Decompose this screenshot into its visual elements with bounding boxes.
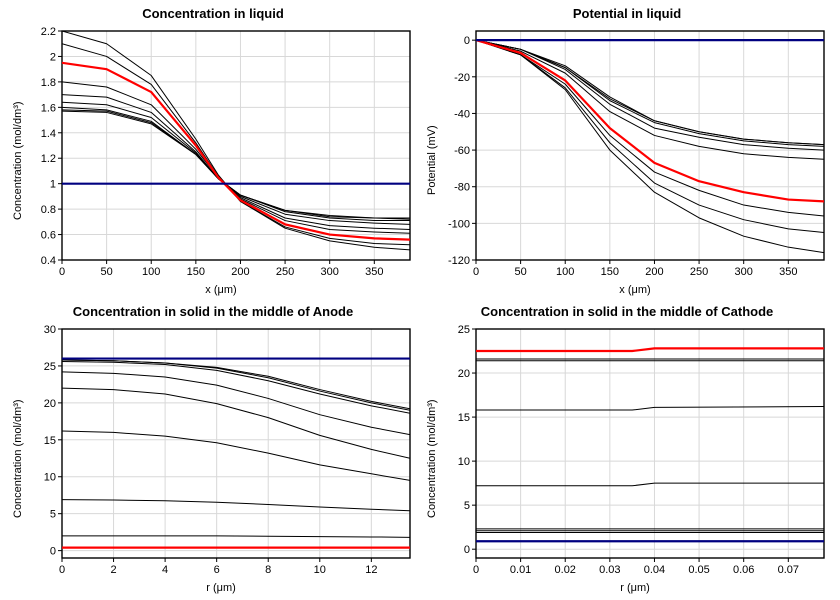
svg-text:50: 50 [100,266,112,278]
svg-text:30: 30 [44,324,56,336]
xlabel-bl: r (μm) [26,582,416,594]
svg-text:0.01: 0.01 [510,564,531,576]
chart-wrap-tl: Concentration (mol/dm³) 0 50 100 150 200 250 3… [10,25,416,296]
svg-text:0: 0 [464,35,470,47]
svg-text:2: 2 [50,51,56,63]
svg-text:150: 150 [187,266,205,278]
svg-text:-40: -40 [454,108,470,120]
svg-text:0: 0 [473,266,479,278]
svg-text:-20: -20 [454,72,470,84]
svg-text:-120: -120 [448,255,470,267]
svg-text:0.02: 0.02 [555,564,576,576]
svg-text:2.2: 2.2 [41,26,56,38]
ylabel-tr: Potential (mV) [424,25,440,296]
svg-text:1.8: 1.8 [41,77,56,89]
svg-text:0: 0 [59,564,65,576]
panel-top-left: Concentration in liquid Concentration (m… [10,6,416,296]
svg-text:0.07: 0.07 [778,564,799,576]
ylabel-tl: Concentration (mol/dm³) [10,25,26,296]
svg-text:1.4: 1.4 [41,128,56,140]
svg-text:8: 8 [265,564,271,576]
svg-text:350: 350 [779,266,797,278]
svg-text:0: 0 [59,266,65,278]
svg-text:10: 10 [458,456,470,468]
svg-text:0: 0 [464,544,470,556]
svg-text:5: 5 [464,500,470,512]
svg-text:4: 4 [162,564,168,576]
svg-text:6: 6 [214,564,220,576]
svg-text:25: 25 [44,361,56,373]
svg-text:100: 100 [556,266,574,278]
plot-br: 0 0.01 0.02 0.03 0.04 0.05 0.06 0.07 0 5 10 15 20 25 [440,323,830,580]
svg-text:0.8: 0.8 [41,204,56,216]
chart-wrap-tr: Potential (mV) 0 50 100 150 200 250 300 350 -120… [424,25,830,296]
svg-text:300: 300 [735,266,753,278]
panel-top-right: Potential in liquid Potential (mV) 0 50 10… [424,6,830,296]
xlabel-tr: x (μm) [440,284,830,296]
title-tr: Potential in liquid [573,6,681,21]
svg-text:0.6: 0.6 [41,230,56,242]
xlabel-br: r (μm) [440,582,830,594]
svg-text:15: 15 [44,435,56,447]
svg-text:250: 250 [690,266,708,278]
svg-text:300: 300 [321,266,339,278]
svg-text:100: 100 [142,266,160,278]
svg-text:-80: -80 [454,182,470,194]
svg-text:0.06: 0.06 [733,564,754,576]
title-bl: Concentration in solid in the middle of … [73,304,353,319]
svg-text:2: 2 [110,564,116,576]
svg-text:0.04: 0.04 [644,564,665,576]
chart-wrap-bl: Concentration (mol/dm³) 0 2 4 6 8 10 12 0 5 10 15 2… [10,323,416,594]
svg-text:-100: -100 [448,218,470,230]
ylabel-br: Concentration (mol/dm³) [424,323,440,594]
svg-text:150: 150 [601,266,619,278]
svg-text:20: 20 [458,368,470,380]
svg-text:0: 0 [473,564,479,576]
plot-tl: 0 50 100 150 200 250 300 350 0.4 0.6 0.8 1 1.2 1.4 1.6… [26,25,416,282]
title-tl: Concentration in liquid [142,6,284,21]
plot-bl: 0 2 4 6 8 10 12 0 5 10 15 20 25 30 [26,323,416,580]
svg-text:20: 20 [44,398,56,410]
svg-text:0.05: 0.05 [688,564,709,576]
svg-text:1: 1 [50,179,56,191]
chart-wrap-br: Concentration (mol/dm³) 0 0.01 0.02 0.03 0.0… [424,323,830,594]
chart-grid: Concentration in liquid Concentration (m… [0,0,840,600]
svg-text:50: 50 [514,266,526,278]
svg-text:10: 10 [44,472,56,484]
svg-text:5: 5 [50,509,56,521]
svg-text:350: 350 [365,266,383,278]
svg-text:0.03: 0.03 [599,564,620,576]
svg-text:15: 15 [458,412,470,424]
xlabel-tl: x (μm) [26,284,416,296]
svg-text:25: 25 [458,324,470,336]
svg-text:10: 10 [314,564,326,576]
svg-text:-60: -60 [454,145,470,157]
svg-text:200: 200 [231,266,249,278]
panel-bottom-right: Concentration in solid in the middle of … [424,304,830,594]
svg-text:200: 200 [645,266,663,278]
title-br: Concentration in solid in the middle of … [481,304,774,319]
svg-text:12: 12 [365,564,377,576]
plot-tr: 0 50 100 150 200 250 300 350 -120 -100 -80 -60 -40 -2… [440,25,830,282]
svg-text:0: 0 [50,546,56,558]
ylabel-bl: Concentration (mol/dm³) [10,323,26,594]
svg-text:1.6: 1.6 [41,102,56,114]
svg-text:0.4: 0.4 [41,255,56,267]
svg-text:250: 250 [276,266,294,278]
svg-text:1.2: 1.2 [41,153,56,165]
panel-bottom-left: Concentration in solid in the middle of … [10,304,416,594]
